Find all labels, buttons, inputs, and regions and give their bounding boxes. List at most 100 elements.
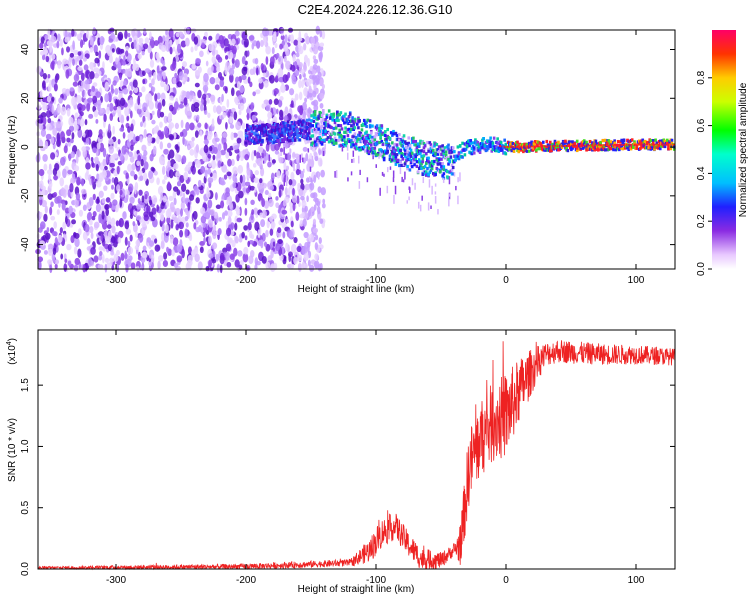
track-cell <box>420 166 423 171</box>
track-cell <box>362 145 366 149</box>
noise-blob <box>39 180 44 190</box>
track-cell <box>651 141 655 145</box>
noise-blob <box>218 35 225 45</box>
noise-blob <box>93 221 100 229</box>
track-core <box>544 145 547 148</box>
noise-blob <box>95 180 102 188</box>
noise-blob <box>59 39 63 47</box>
noise-blob <box>153 40 159 47</box>
track-streak <box>430 205 432 209</box>
track-cell <box>250 132 254 136</box>
noise-blob <box>313 260 320 269</box>
noise-blob <box>256 40 261 49</box>
noise-blob <box>309 79 314 84</box>
track-cell <box>384 133 387 138</box>
track-cell <box>327 131 331 136</box>
noise-blob <box>180 40 187 48</box>
track-cell <box>483 147 487 151</box>
noise-blob <box>248 239 254 245</box>
noise-blob <box>75 155 79 164</box>
noise-blob <box>92 27 96 35</box>
track-cell <box>254 141 257 145</box>
noise-blob <box>220 200 225 209</box>
noise-blob <box>52 127 58 136</box>
noise-blob <box>83 64 89 71</box>
noise-blob <box>194 253 200 263</box>
noise-blob <box>152 145 157 155</box>
noise-blob <box>53 175 59 181</box>
noise-blob <box>300 195 305 201</box>
noise-blob <box>79 39 84 49</box>
noise-blob <box>313 197 319 203</box>
noise-blob <box>96 99 102 107</box>
track-streak <box>352 150 355 157</box>
noise-blob <box>199 50 204 58</box>
noise-blob <box>166 246 170 253</box>
noise-blob <box>96 196 100 204</box>
noise-blob <box>211 172 218 181</box>
track-streak <box>282 176 284 180</box>
noise-blob <box>225 151 230 159</box>
noise-blob <box>182 61 188 68</box>
noise-blob <box>253 177 260 184</box>
track-cell <box>409 160 413 164</box>
track-cell <box>430 166 434 171</box>
noise-blob <box>119 198 123 208</box>
track-cell <box>508 147 511 151</box>
noise-blob <box>93 110 99 118</box>
noise-blob <box>230 131 235 141</box>
track-streak <box>383 173 385 177</box>
noise-blob <box>276 52 280 59</box>
noise-blob <box>318 149 322 156</box>
track-cell <box>366 143 370 147</box>
track-cell <box>317 127 320 131</box>
noise-blob <box>311 42 315 48</box>
noise-blob <box>312 76 316 86</box>
noise-blob <box>141 195 145 203</box>
noise-blob <box>318 237 322 245</box>
noise-blob <box>82 132 86 138</box>
track-cell <box>389 146 393 151</box>
noise-blob <box>306 195 309 203</box>
noise-blob <box>208 253 214 259</box>
noise-blob <box>275 75 279 82</box>
noise-blob <box>203 110 208 116</box>
noise-blob <box>305 177 310 183</box>
track-cell <box>575 139 579 143</box>
noise-blob <box>126 115 130 122</box>
noise-blob <box>101 170 107 178</box>
noise-blob <box>227 111 231 118</box>
noise-blob <box>107 49 113 57</box>
track-cell <box>433 159 436 164</box>
track-cell <box>442 165 446 169</box>
noise-blob <box>304 97 308 103</box>
noise-blob <box>160 240 165 250</box>
noise-blob <box>92 210 97 217</box>
track-cell <box>368 139 372 144</box>
track-cell <box>653 147 656 151</box>
noise-blob <box>290 243 297 254</box>
noise-blob <box>151 110 155 116</box>
noise-blob <box>235 121 242 131</box>
noise-blob <box>214 77 220 84</box>
noise-blob <box>227 210 233 218</box>
track-cell <box>296 128 299 132</box>
track-cell <box>350 127 353 132</box>
noise-blob <box>263 37 267 46</box>
track-streak <box>442 178 445 183</box>
track-cell <box>437 150 441 154</box>
noise-blob <box>53 110 57 117</box>
noise-blob <box>66 107 71 117</box>
noise-blob <box>265 142 270 152</box>
noise-blob <box>106 224 112 230</box>
track-cell <box>353 126 357 130</box>
track-cell <box>416 170 420 174</box>
noise-blob <box>290 100 294 108</box>
track-cell <box>293 132 297 136</box>
noise-blob <box>142 102 148 112</box>
track-cell <box>276 137 279 141</box>
track-cell <box>581 146 585 150</box>
noise-blob <box>190 46 194 53</box>
spectrogram-frame <box>37 29 676 270</box>
track-cell <box>272 138 276 142</box>
